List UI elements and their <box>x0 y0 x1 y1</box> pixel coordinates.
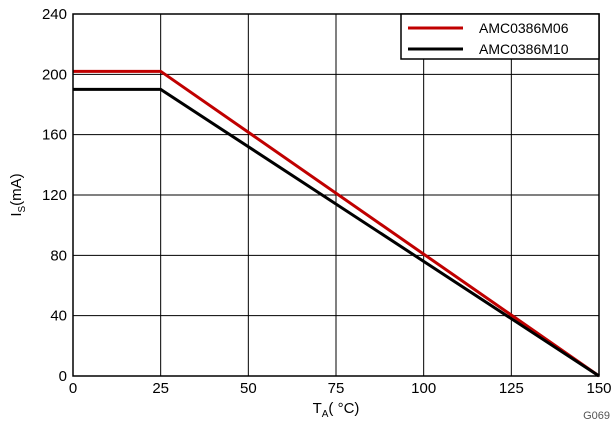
y-tick-label: 40 <box>50 308 67 325</box>
x-axis-label: TA( °C) <box>313 400 360 420</box>
legend-label: AMC0386M06 <box>479 20 569 36</box>
y-tick-label: 240 <box>42 6 67 23</box>
y-tick-label: 120 <box>42 187 67 204</box>
legend-label: AMC0386M10 <box>479 41 569 57</box>
grid <box>73 14 599 376</box>
y-tick-label: 80 <box>50 247 67 264</box>
x-tick-label: 125 <box>499 380 524 397</box>
series-layer <box>73 69 600 378</box>
tick-labels: 0 25 50 75 100 125 150 0 40 80 120 160 200 240 <box>42 6 612 397</box>
x-tick-label: 75 <box>328 380 345 397</box>
legend-item: AMC0386M10 <box>408 41 569 57</box>
figure-id: G069 <box>583 410 610 422</box>
legend: AMC0386M06 AMC0386M10 <box>400 13 600 60</box>
series-line-amc0386m10 <box>73 87 600 378</box>
y-axis-label: IS(mA) <box>8 173 28 216</box>
plot-frame <box>72 13 600 377</box>
y-tick-label: 160 <box>42 127 67 144</box>
legend-item: AMC0386M06 <box>408 20 569 36</box>
x-tick-label: 0 <box>69 380 77 397</box>
x-tick-label: 50 <box>240 380 257 397</box>
x-tick-label: 25 <box>152 380 169 397</box>
y-tick-label: 200 <box>42 66 67 83</box>
legend-box <box>400 13 600 60</box>
x-tick-label: 150 <box>586 380 611 397</box>
x-tick-label: 100 <box>411 380 436 397</box>
y-tick-label: 0 <box>59 368 67 385</box>
series-line-amc0386m06 <box>73 69 600 378</box>
